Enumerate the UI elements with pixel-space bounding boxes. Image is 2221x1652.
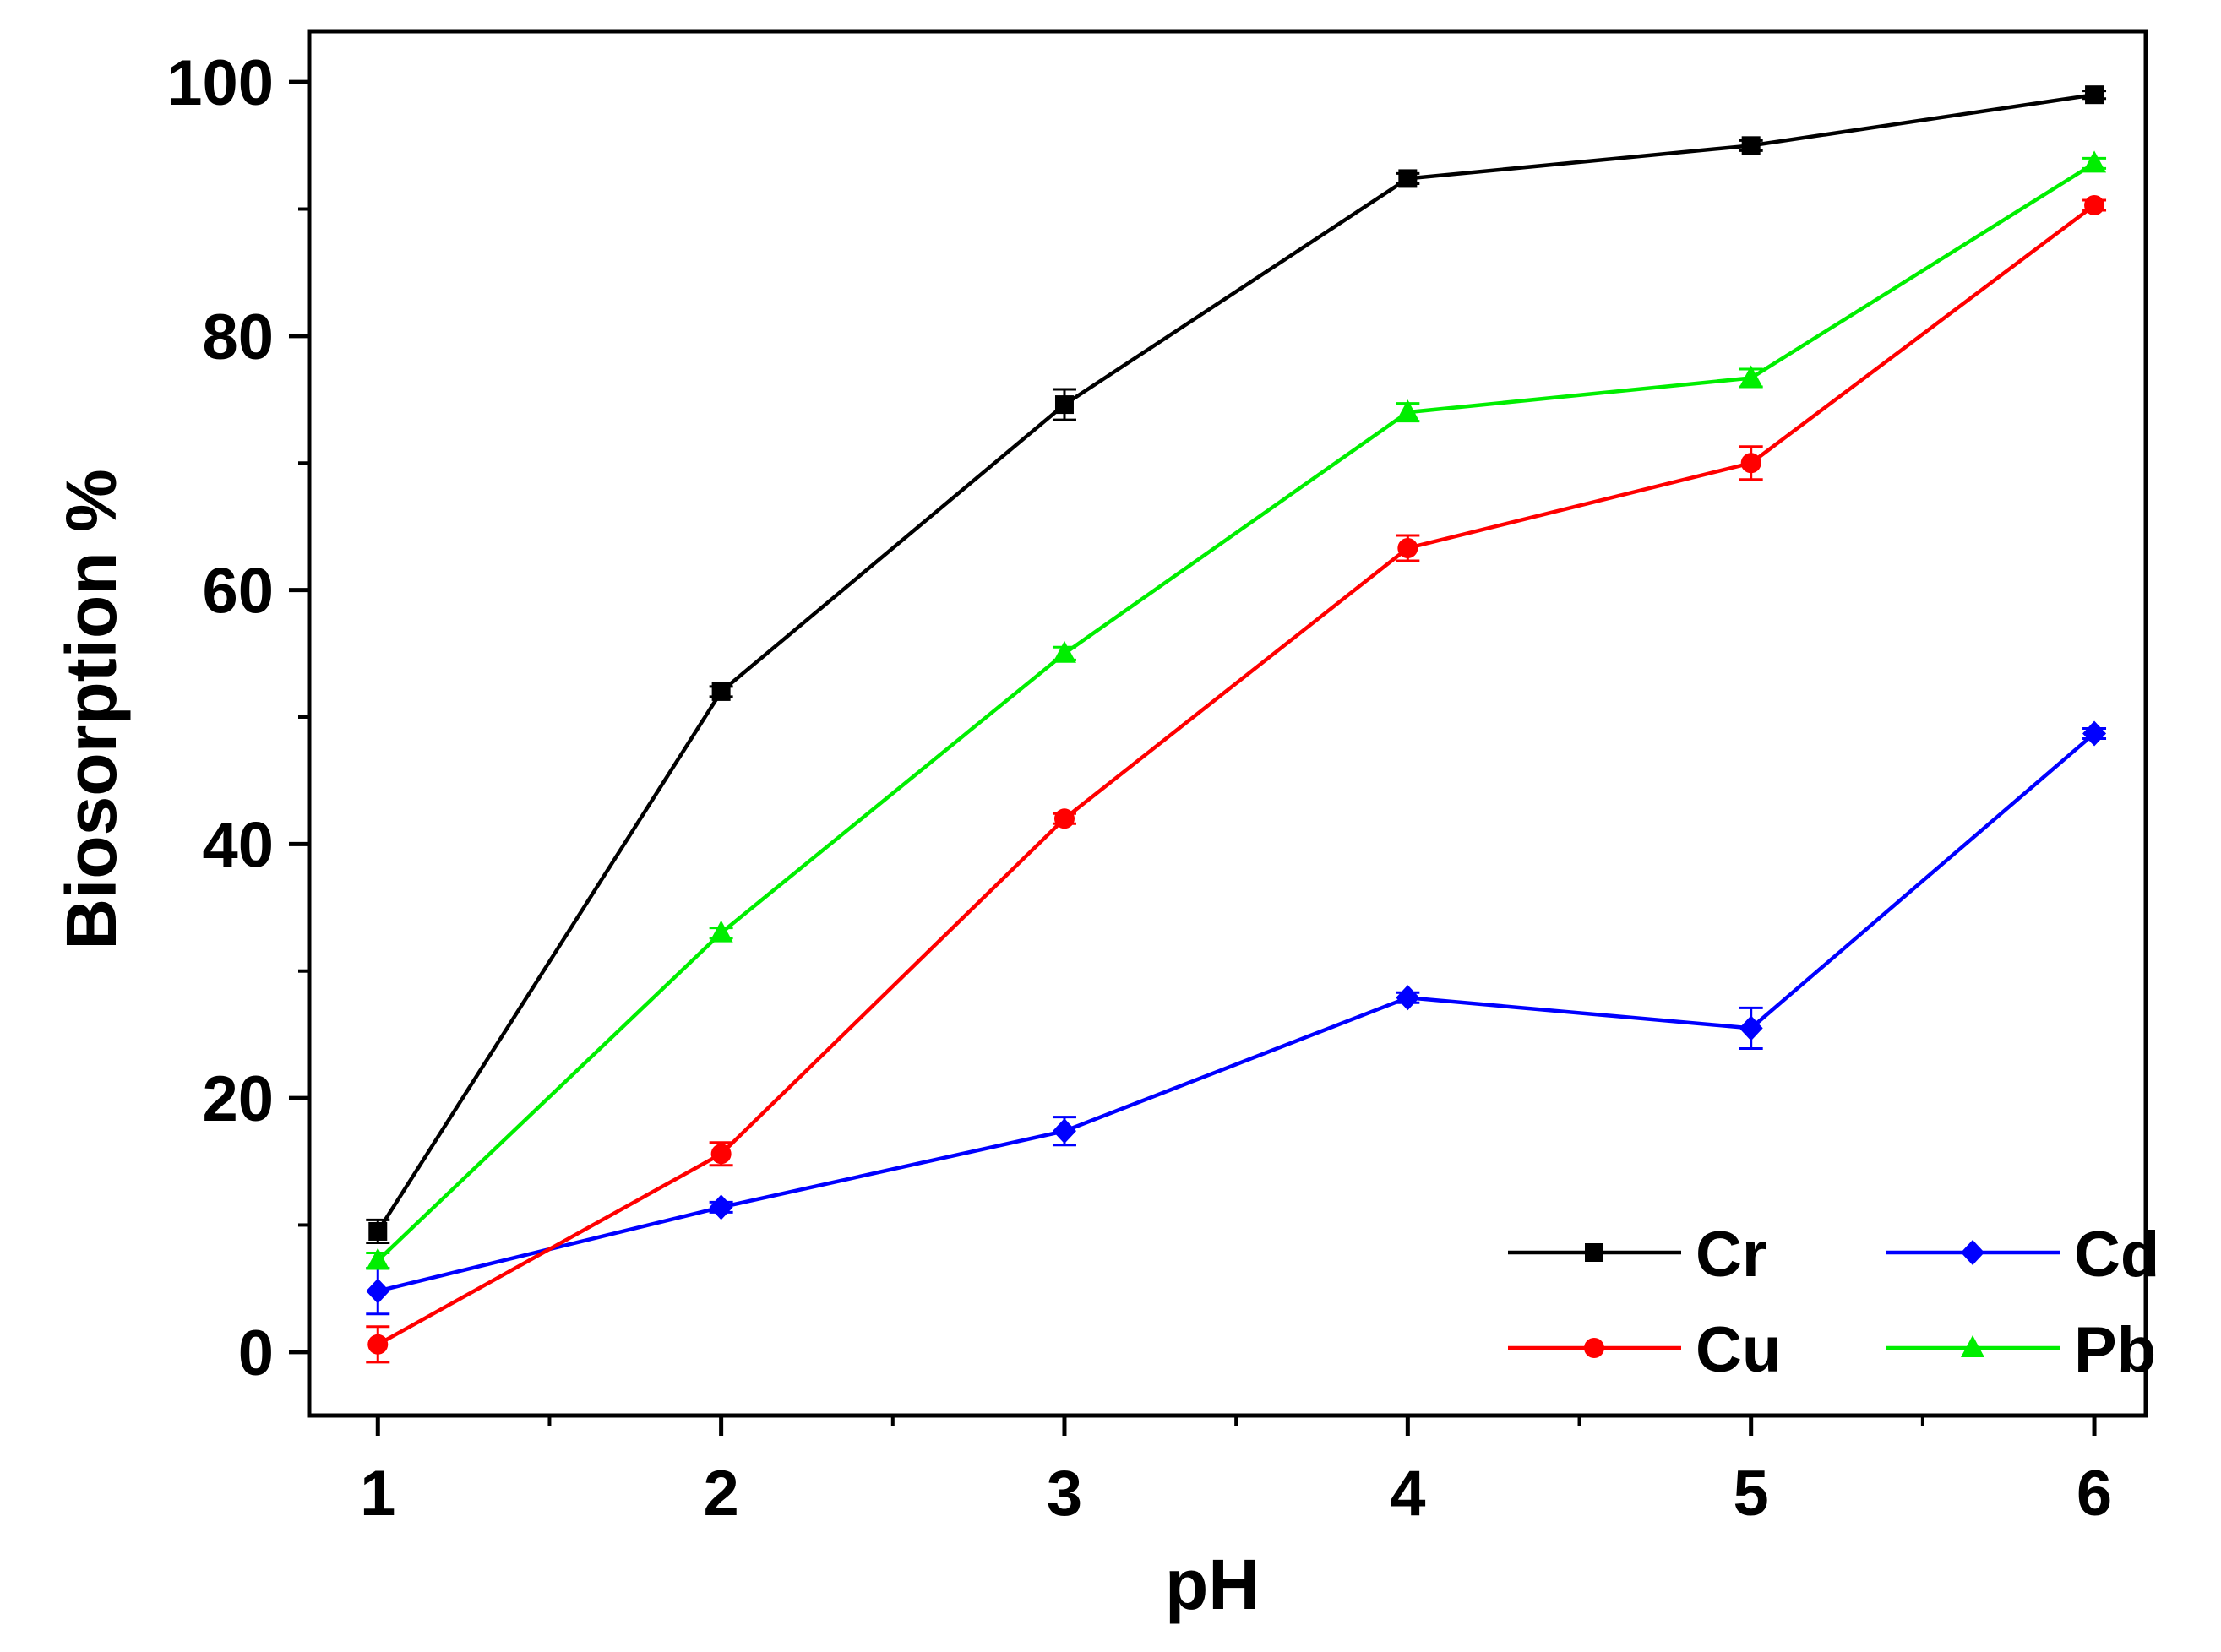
data-point-pb xyxy=(366,1247,390,1270)
y-tick-label: 40 xyxy=(202,809,274,881)
data-point-cr xyxy=(1398,169,1418,188)
legend-marker-pb xyxy=(1961,1335,1984,1357)
legend-marker-cd xyxy=(1961,1240,1984,1265)
x-tick-label: 4 xyxy=(1390,1458,1425,1530)
data-point-cd xyxy=(1052,1118,1076,1144)
data-point-cd xyxy=(2082,720,2107,747)
data-point-cu xyxy=(1053,808,1075,829)
data-point-cd xyxy=(709,1194,733,1220)
data-point-cu xyxy=(1740,453,1761,474)
x-tick-label: 5 xyxy=(1734,1458,1769,1530)
data-point-cr xyxy=(2085,85,2104,105)
data-point-cr xyxy=(1054,395,1074,415)
data-point-cr xyxy=(368,1221,388,1241)
data-point-cd xyxy=(366,1278,390,1304)
legend-label-pb: Pb xyxy=(2074,1314,2156,1386)
series-line-cu xyxy=(377,204,2096,1346)
y-tick-label: 60 xyxy=(202,556,274,628)
data-point-cd xyxy=(1739,1015,1763,1041)
legend-label-cu: Cu xyxy=(1696,1314,1781,1386)
series-line-cr xyxy=(376,92,2095,1233)
data-point-pb xyxy=(1739,365,1763,388)
x-axis-title: pH xyxy=(1165,1545,1260,1624)
legend-marker-cr xyxy=(1585,1243,1603,1262)
data-point-cr xyxy=(711,682,731,701)
y-tick-label: 100 xyxy=(166,47,274,119)
y-axis-title: Biosorption % xyxy=(52,469,131,949)
legend: Cr Cu Cd Pb xyxy=(1508,1219,2159,1386)
data-point-pb xyxy=(1396,399,1420,422)
legend-marker-cu xyxy=(1584,1338,1604,1358)
y-tick-label: 80 xyxy=(202,302,274,373)
plot-frame-layer xyxy=(307,29,2148,1418)
data-point-cr xyxy=(1741,136,1761,155)
series-line-pb xyxy=(376,161,2096,1263)
plot-frame xyxy=(307,29,2148,1418)
data-point-pb xyxy=(2082,150,2107,173)
series-cr xyxy=(366,85,2107,1245)
series-pb xyxy=(366,150,2107,1270)
legend-item-cd: Cd xyxy=(1886,1219,2159,1291)
y-tick-label: 20 xyxy=(202,1063,274,1135)
data-point-pb xyxy=(1052,640,1076,663)
legend-item-pb: Pb xyxy=(1886,1314,2156,1386)
legend-label-cd: Cd xyxy=(2074,1219,2159,1291)
y-tick-label: 0 xyxy=(238,1318,274,1389)
series-layer xyxy=(366,85,2107,1364)
data-point-cd xyxy=(1396,985,1420,1011)
data-point-cu xyxy=(1397,537,1418,558)
x-tick-label: 1 xyxy=(360,1458,395,1530)
x-tick-label: 2 xyxy=(703,1458,738,1530)
data-point-cu xyxy=(367,1334,389,1355)
data-point-cu xyxy=(2084,195,2105,216)
series-cd xyxy=(366,720,2107,1316)
legend-item-cr: Cr xyxy=(1508,1219,1766,1291)
x-tick-label: 3 xyxy=(1047,1458,1082,1530)
data-point-cu xyxy=(710,1144,732,1165)
x-tick-label: 6 xyxy=(2077,1458,2112,1530)
series-cu xyxy=(366,195,2107,1364)
series-line-cd xyxy=(377,731,2096,1293)
legend-label-cr: Cr xyxy=(1696,1219,1766,1291)
legend-item-cu: Cu xyxy=(1508,1314,1781,1386)
data-point-pb xyxy=(709,920,733,943)
